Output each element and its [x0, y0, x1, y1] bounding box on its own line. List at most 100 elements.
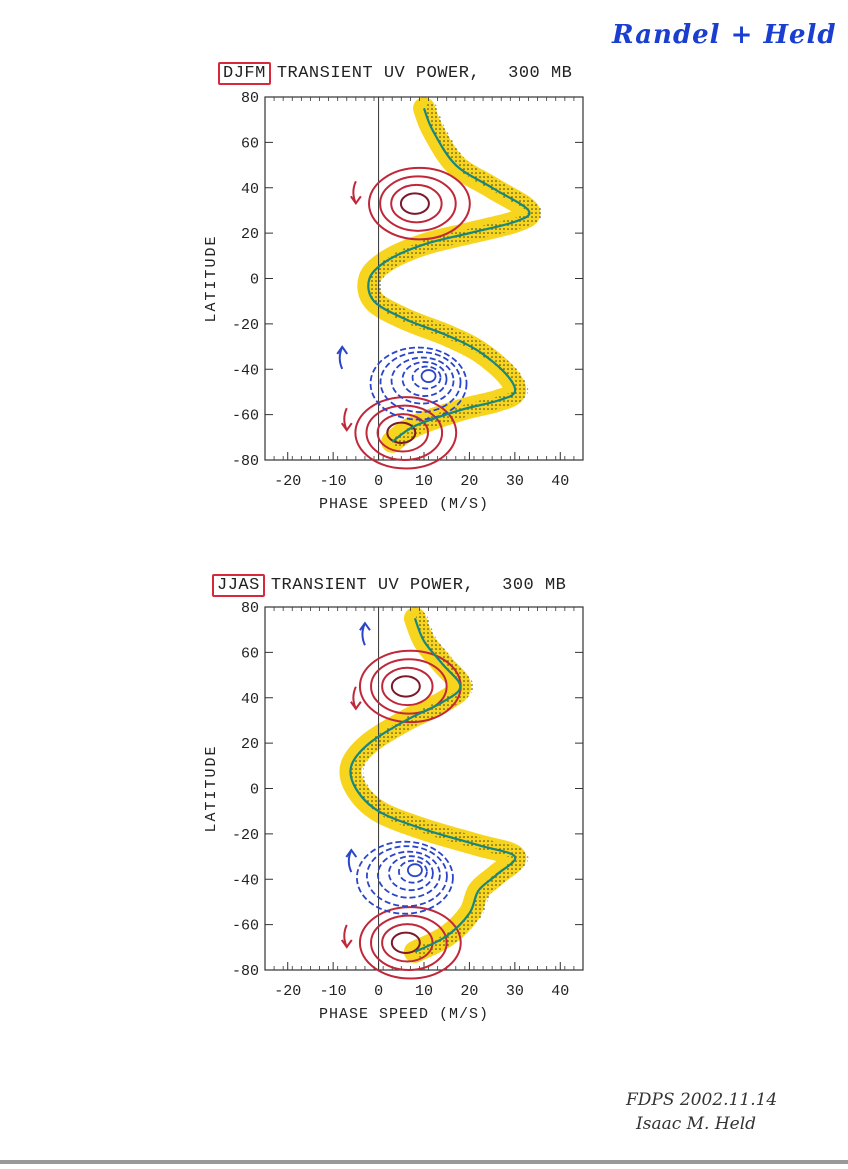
- y-tick-label: 20: [241, 226, 259, 243]
- negative-contour: [390, 356, 455, 405]
- x-axis-label: PHASE SPEED (M/S): [319, 1006, 489, 1023]
- positive-contour-group: [358, 906, 462, 980]
- season-label: JJAS: [212, 574, 265, 597]
- x-tick-label: -10: [320, 983, 347, 1000]
- plot-frame: [264, 96, 584, 461]
- y-axis-label: LATITUDE: [203, 234, 220, 322]
- y-tick-label: -40: [232, 872, 259, 889]
- y-tick-label: -20: [232, 317, 259, 334]
- y-axis-label: LATITUDE: [203, 744, 220, 832]
- negative-contour: [398, 859, 428, 884]
- positive-contour: [390, 675, 421, 698]
- positive-contour: [379, 175, 457, 232]
- pressure-level: 300 MB: [508, 64, 573, 83]
- negative-contour: [366, 845, 448, 908]
- panel-title-text: TRANSIENT UV POWER,: [270, 576, 475, 595]
- positive-contour-group: [368, 166, 471, 241]
- critical-layer-shading: [339, 607, 527, 963]
- positive-contour: [390, 931, 421, 954]
- y-tick-label: 40: [241, 181, 259, 198]
- negative-contour: [379, 351, 462, 413]
- chart-panel-jjas: -20 -10 0 10 20 30 40 80 60 40 20 0 -20 -40 -60 -80 PHAS…: [203, 600, 584, 1023]
- scan-edge-divider: [0, 1160, 848, 1164]
- y-tick-label: 40: [241, 691, 259, 708]
- x-tick-label: 30: [506, 473, 524, 490]
- footer-reference: FDPS 2002.11.14: [626, 1090, 778, 1110]
- x-tick-label: 10: [415, 473, 433, 490]
- positive-contour: [368, 166, 471, 241]
- author-annotation: Randel + Held: [612, 20, 837, 50]
- negative-contour: [407, 863, 423, 878]
- positive-contour: [358, 906, 462, 980]
- x-tick-label: 10: [415, 983, 433, 1000]
- pressure-level: 300 MB: [502, 576, 567, 595]
- x-tick-label: 0: [374, 473, 383, 490]
- x-tick-label: 20: [460, 983, 478, 1000]
- negative-contour-group: [369, 346, 468, 421]
- y-tick-label: -40: [232, 362, 259, 379]
- y-tick-label: -20: [232, 827, 259, 844]
- negative-contour-group: [356, 840, 454, 915]
- panel-title-djfm: DJFM TRANSIENT UV POWER, 300 MB: [218, 62, 572, 85]
- stipple-region: [351, 612, 529, 958]
- positive-contour: [370, 914, 448, 971]
- negative-contour: [420, 369, 437, 383]
- season-label: DJFM: [218, 62, 271, 85]
- negative-contour: [411, 365, 442, 390]
- x-tick-label: 0: [374, 983, 383, 1000]
- panel-title-jjas: JJAS TRANSIENT UV POWER, 300 MB: [212, 574, 566, 597]
- positive-contour: [381, 666, 434, 707]
- x-tick-label: 40: [551, 473, 569, 490]
- arrow-head: [340, 422, 353, 432]
- footer-signature: Isaac M. Held: [636, 1114, 757, 1134]
- zonal-wind-curve: [367, 107, 531, 443]
- arrow-head: [336, 345, 349, 355]
- zonal-wind-curve: [349, 617, 517, 953]
- arrow-head: [359, 621, 371, 631]
- negative-contour: [401, 361, 448, 397]
- propagation-arrow-down: [350, 180, 362, 206]
- y-tick-label: 60: [241, 135, 259, 152]
- chart-panel-djfm: -20 -10 0 10 20 30 40 80 60 40 20 0 -20 -40 -60 -80 PHAS…: [203, 90, 584, 513]
- x-tick-label: -20: [274, 473, 301, 490]
- x-tick-label: 40: [551, 983, 569, 1000]
- y-tick-label: 0: [250, 272, 259, 289]
- arrow-head: [345, 848, 358, 858]
- positive-contour: [399, 192, 430, 215]
- propagation-arrow-up: [359, 621, 371, 646]
- positive-contour: [390, 183, 443, 224]
- y-tick-label: -60: [232, 408, 259, 425]
- positive-contour-group: [354, 396, 458, 470]
- y-tick-label: -80: [232, 963, 259, 980]
- positive-contour: [370, 658, 448, 715]
- y-tick-label: 60: [241, 645, 259, 662]
- arrow-head: [340, 939, 353, 949]
- arrow-head: [350, 701, 362, 711]
- propagation-arrow-down: [340, 924, 353, 949]
- x-tick-label: 20: [460, 473, 478, 490]
- positive-contour: [354, 396, 458, 470]
- x-tick-label: 30: [506, 983, 524, 1000]
- y-tick-label: 80: [241, 90, 259, 107]
- x-tick-label: -20: [274, 983, 301, 1000]
- negative-contour: [377, 850, 441, 899]
- negative-contour: [356, 840, 454, 915]
- propagation-arrow-up: [336, 345, 349, 370]
- arrow-head: [350, 195, 362, 206]
- propagation-arrow-down: [350, 686, 362, 711]
- positive-contour: [365, 404, 444, 461]
- y-tick-label: 20: [241, 736, 259, 753]
- panel-title-text: TRANSIENT UV POWER,: [276, 64, 481, 83]
- positive-contour: [386, 421, 417, 444]
- y-tick-label: -80: [232, 453, 259, 470]
- propagation-arrow-down: [340, 407, 353, 432]
- y-tick-label: 80: [241, 600, 259, 617]
- x-axis-label: PHASE SPEED (M/S): [319, 496, 489, 513]
- propagation-arrow-up: [345, 848, 358, 873]
- negative-contour: [369, 346, 468, 421]
- y-tick-label: -60: [232, 918, 259, 935]
- positive-contour: [376, 413, 429, 453]
- x-tick-label: -10: [320, 473, 347, 490]
- stipple-region: [369, 102, 543, 448]
